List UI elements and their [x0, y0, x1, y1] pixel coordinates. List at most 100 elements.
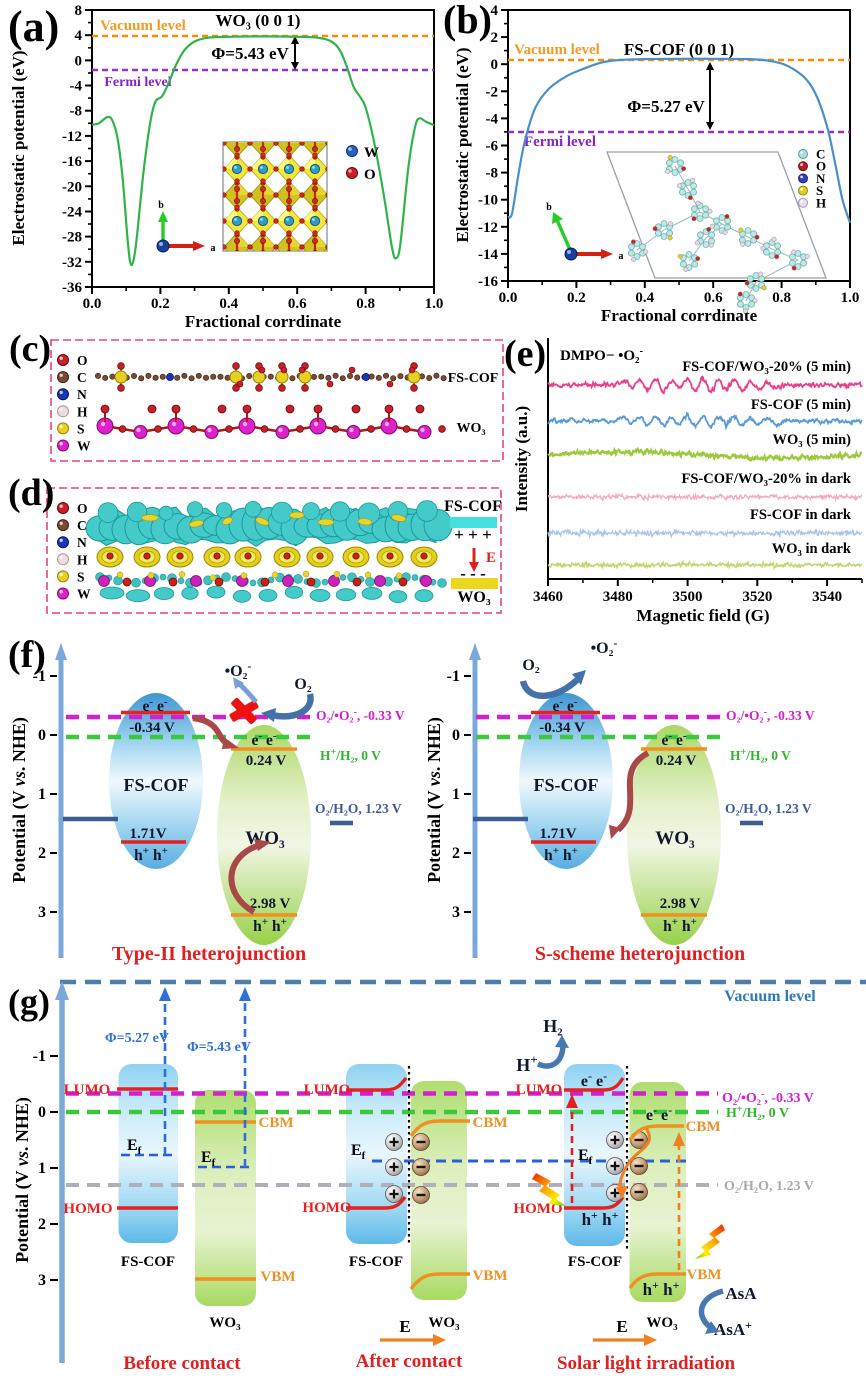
svg-text:Φ=5.43 eV: Φ=5.43 eV	[211, 44, 289, 63]
svg-text:Electrostatic potential (eV): Electrostatic potential (eV)	[453, 47, 472, 242]
svg-text:CBM: CBM	[473, 1115, 508, 1131]
svg-text:0: 0	[38, 727, 46, 744]
svg-text:0.2: 0.2	[567, 290, 586, 306]
svg-text:O: O	[816, 159, 826, 174]
svg-text:1: 1	[38, 786, 46, 803]
svg-text:WO₃: WO₃	[428, 1315, 460, 1331]
svg-text:-0.34 V: -0.34 V	[539, 720, 585, 736]
svg-text:O₂/H₂O, 1.23 V: O₂/H₂O, 1.23 V	[725, 801, 812, 816]
svg-text:3520: 3520	[742, 589, 772, 605]
svg-text:0: 0	[452, 727, 460, 744]
svg-text:0.24 V: 0.24 V	[656, 753, 697, 769]
svg-text:LUMO: LUMO	[304, 1082, 351, 1098]
svg-text:H+/H₂, 0 V: H+/H₂, 0 V	[320, 747, 381, 763]
svg-text:CBM: CBM	[686, 1119, 721, 1135]
svg-text:-20: -20	[62, 179, 82, 195]
svg-text:-28: -28	[62, 230, 82, 246]
svg-text:-36: -36	[62, 280, 82, 296]
svg-text:0.24 V: 0.24 V	[246, 753, 287, 769]
svg-text:e- e-: e- e-	[252, 730, 277, 749]
svg-text:0: 0	[38, 1104, 46, 1121]
svg-text:-14: -14	[478, 247, 498, 263]
svg-text:2: 2	[452, 845, 460, 862]
svg-text:0.8: 0.8	[772, 290, 791, 306]
svg-text:-12: -12	[478, 220, 498, 236]
svg-text:2.98 V: 2.98 V	[250, 896, 291, 912]
svg-text:0.4: 0.4	[219, 296, 238, 312]
svg-text:FS-COF: FS-COF	[121, 1254, 175, 1270]
svg-text:0.6: 0.6	[288, 296, 307, 312]
svg-text:Magnetic field (G): Magnetic field (G)	[636, 606, 769, 625]
svg-text:(e): (e)	[504, 333, 546, 375]
svg-text:1.0: 1.0	[425, 296, 444, 312]
svg-text:Type-II heterojunction: Type-II heterojunction	[112, 943, 306, 965]
svg-text:HOMO: HOMO	[513, 1201, 562, 1217]
svg-text:4: 4	[75, 28, 83, 44]
svg-text:HOMO: HOMO	[63, 1201, 112, 1217]
svg-text:4: 4	[491, 3, 499, 19]
svg-text:S: S	[77, 569, 85, 584]
svg-text:S-scheme heterojunction: S-scheme heterojunction	[535, 943, 745, 965]
svg-text:1.0: 1.0	[841, 290, 860, 306]
svg-text:N: N	[77, 387, 87, 402]
svg-text:1: 1	[38, 1160, 46, 1177]
svg-text:FS-COF/WO₃-20% in dark: FS-COF/WO₃-20% in dark	[682, 471, 852, 487]
svg-text:(f): (f)	[8, 634, 46, 676]
svg-text:8: 8	[75, 3, 83, 19]
svg-text:DMPO− •O₂-: DMPO− •O₂-	[560, 345, 644, 364]
svg-text:S: S	[816, 183, 823, 198]
svg-text:WO₃: WO₃	[209, 1315, 241, 1331]
svg-text:-8: -8	[70, 104, 83, 120]
svg-text:After contact: After contact	[356, 1351, 463, 1372]
svg-text:O₂/•O₂-, -0.33 V: O₂/•O₂-, -0.33 V	[726, 707, 815, 723]
svg-text:CBM: CBM	[259, 1115, 294, 1131]
svg-text:h+ h+: h+ h+	[663, 916, 697, 935]
svg-text:O₂/•O₂-, -0.33 V: O₂/•O₂-, -0.33 V	[316, 707, 405, 723]
svg-text:0.4: 0.4	[635, 290, 654, 306]
svg-text:a: a	[211, 243, 216, 254]
svg-text:W: W	[77, 587, 91, 602]
svg-text:FS-COF: FS-COF	[124, 775, 189, 795]
svg-text:h+ h+: h+ h+	[134, 845, 168, 864]
svg-text:-24: -24	[62, 204, 82, 220]
svg-text:O: O	[77, 501, 88, 516]
svg-text:AsA+: AsA+	[714, 1318, 752, 1339]
svg-text:-1: -1	[33, 1048, 46, 1065]
svg-text:1.71V: 1.71V	[129, 826, 166, 842]
svg-text:WO₃ (5 min): WO₃ (5 min)	[773, 432, 852, 448]
svg-text:Φ=5.43 eV: Φ=5.43 eV	[187, 1040, 251, 1055]
svg-text:H: H	[77, 552, 88, 567]
svg-text:1.71V: 1.71V	[539, 826, 576, 842]
svg-text:Vacuum level: Vacuum level	[100, 18, 186, 34]
svg-text:b: b	[158, 200, 164, 211]
svg-text:-16: -16	[478, 274, 498, 290]
svg-text:Potential (V vs. NHE): Potential (V vs. NHE)	[9, 717, 30, 883]
svg-text:Vacuum level: Vacuum level	[724, 988, 816, 1005]
svg-text:LUMO: LUMO	[516, 1082, 563, 1098]
svg-text:2: 2	[38, 845, 46, 862]
svg-text:e- e-: e- e-	[581, 1069, 607, 1090]
svg-text:C: C	[816, 147, 825, 162]
svg-text:VBM: VBM	[687, 1267, 722, 1283]
svg-text:(g): (g)	[8, 982, 50, 1022]
svg-text:Electrostatic potential (eV): Electrostatic potential (eV)	[9, 50, 28, 245]
svg-text:Fractional corrdinate: Fractional corrdinate	[601, 306, 758, 325]
svg-text:e- e-: e- e-	[553, 696, 578, 715]
svg-text:3500: 3500	[673, 589, 703, 605]
svg-text:-2: -2	[486, 84, 499, 100]
svg-text:-32: -32	[62, 255, 82, 271]
svg-text:0.2: 0.2	[151, 296, 170, 312]
svg-text:W: W	[77, 439, 91, 454]
svg-text:AsA: AsA	[725, 1284, 757, 1303]
svg-text:2.98 V: 2.98 V	[660, 896, 701, 912]
svg-text:O: O	[77, 353, 88, 368]
svg-text:VBM: VBM	[473, 1268, 508, 1284]
svg-text:-10: -10	[478, 193, 498, 209]
svg-text:•O₂-: •O₂-	[225, 659, 252, 680]
svg-text:Intensity (a.u.): Intensity (a.u.)	[512, 406, 531, 512]
svg-text:Solar light irradiation: Solar light irradiation	[557, 1353, 735, 1374]
svg-text:C: C	[77, 518, 87, 533]
svg-text:-6: -6	[486, 139, 499, 155]
svg-text:W: W	[364, 145, 379, 161]
svg-text:FS-COF: FS-COF	[444, 498, 502, 515]
